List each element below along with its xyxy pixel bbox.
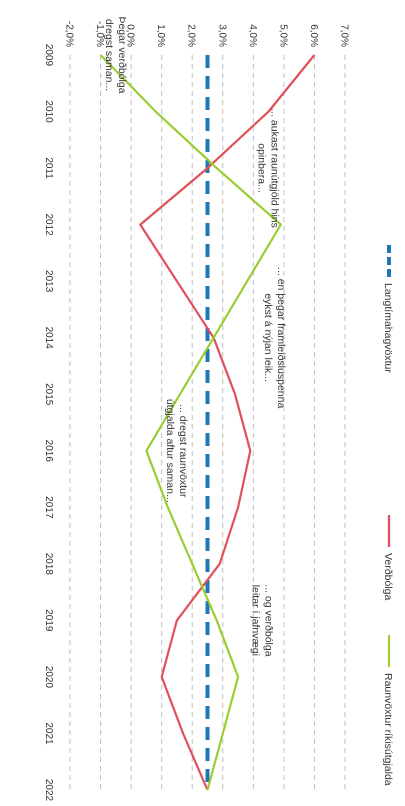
annotation-line: útgjalda aftur saman... — [164, 399, 176, 503]
x-tick-label: 2016 — [43, 440, 54, 463]
y-tick-label: 7,0% — [339, 24, 350, 47]
x-tick-label: 2009 — [43, 44, 54, 67]
annotation-line: leitar í jafnvægi — [250, 585, 262, 656]
legend-label-1: Verðbólga — [382, 553, 394, 600]
x-tick-label: 2021 — [43, 722, 54, 745]
x-tick-label: 2011 — [43, 157, 54, 179]
y-tick-label: 6,0% — [308, 24, 319, 47]
x-tick-label: 2013 — [43, 270, 54, 293]
x-tick-label: 2012 — [43, 213, 54, 236]
annotation-line: opinbera... — [256, 143, 268, 193]
annotation-line: eykst á nýjan leik... — [262, 293, 274, 382]
series-line-1 — [139, 54, 316, 791]
y-tick-label: 0,0% — [125, 24, 136, 47]
x-tick-label: 2018 — [43, 553, 54, 576]
annotation-line: ... aukast raunútgjöld hins — [269, 108, 281, 228]
x-tick-label: 2010 — [43, 100, 54, 123]
x-tick-label: 2022 — [43, 779, 54, 802]
x-tick-label: 2017 — [43, 496, 54, 519]
annotation-line: Þegar verðbólga — [116, 16, 128, 93]
y-tick-label: 3,0% — [216, 24, 227, 47]
annotation-line: ... og verðbólga — [263, 584, 275, 657]
tick-labels: -2,0% -1,0% 0,0% 1,0% 2,0% 3,0% 4,0% 5,0% 6,0% 7,… — [43, 21, 350, 802]
annotations: ... aukast raunútgjöld hinsopinbera.....… — [103, 16, 287, 656]
y-tick-label: 2,0% — [186, 24, 197, 47]
x-tick-label: 2020 — [43, 666, 54, 689]
y-tick-label: 4,0% — [247, 24, 258, 47]
annotation-line: dregst saman... — [103, 19, 115, 91]
legend: Langtímahagvöxtur Verðbólga Raunvöxtur rík… — [382, 245, 394, 786]
x-tick-label: 2015 — [43, 383, 54, 406]
series-line-2 — [99, 54, 282, 791]
legend-label-2: Raunvöxtur ríkisútgjalda — [382, 673, 394, 786]
legend-label-0: Langtímahagvöxtur — [382, 283, 394, 373]
x-tick-label: 2014 — [43, 327, 54, 350]
annotation-0: ... aukast raunútgjöld hinsopinbera... — [256, 108, 281, 228]
series-layer — [99, 54, 316, 791]
grid — [69, 55, 346, 790]
plot-area: -2,0% -1,0% 0,0% 1,0% 2,0% 3,0% 4,0% 5,0% 6,0% 7,… — [43, 16, 394, 801]
y-tick-label: -2,0% — [64, 21, 75, 47]
annotation-line: ... dregst raunvöxtur — [177, 404, 189, 498]
y-tick-label: 1,0% — [155, 24, 166, 47]
x-tick-label: 2019 — [43, 609, 54, 632]
y-tick-label: -1,0% — [94, 21, 105, 47]
y-tick-label: 5,0% — [277, 24, 288, 47]
annotation-line: ... en þegar framleiðsluspenna — [275, 267, 287, 408]
